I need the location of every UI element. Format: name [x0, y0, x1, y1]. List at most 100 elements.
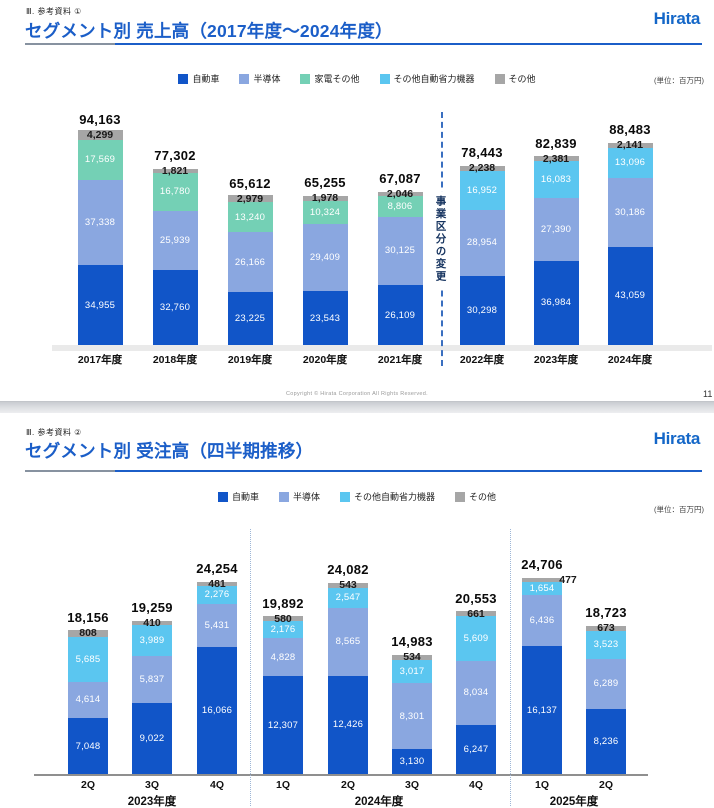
other-segment-value-label: 4,299 — [86, 128, 114, 141]
bar-segment: 30,125 — [377, 216, 423, 286]
segment-value-label: 5,431 — [204, 619, 230, 631]
bar-segment: 4,614 — [68, 681, 108, 719]
bar-segment — [392, 655, 432, 660]
segment-value-label: 6,247 — [463, 743, 489, 755]
x-axis-label: 2024年度 — [607, 354, 653, 366]
bar-segment: 13,240 — [227, 202, 273, 233]
legend-color-chip — [178, 73, 189, 84]
legend-color-chip — [455, 491, 466, 502]
segment-value-label: 13,096 — [614, 157, 646, 169]
x-axis-label: 2Q — [598, 779, 613, 791]
segment-value-label: 4,614 — [75, 694, 101, 706]
stacked-bar: 16,780 25,939 32,760 — [152, 168, 198, 345]
x-axis-label: 2017年度 — [77, 354, 123, 366]
bar-segment: 30,186 — [607, 177, 653, 247]
x-axis-label: 2Q — [80, 779, 95, 791]
segment-value-label: 30,298 — [466, 304, 498, 316]
slide-orders-by-segment: Ⅲ. 参考資料 ② セグメント別 受注高（四半期推移） Hirata 自動車 半導… — [0, 413, 714, 808]
bar-total-label: 94,163 — [79, 111, 121, 127]
slide1-eyebrow: Ⅲ. 参考資料 ① — [26, 7, 82, 16]
legend-item: 半導体 — [278, 490, 320, 503]
segment-value-label: 5,837 — [139, 673, 165, 685]
hirata-logo: Hirata — [653, 429, 701, 448]
bar-segment — [68, 630, 108, 637]
bar-segment: 1,654 — [522, 582, 562, 596]
legend-item: その他自動省力機器 — [340, 490, 435, 503]
stacked-bar: 2,547 8,565 12,426 — [328, 583, 368, 774]
x-axis-line — [34, 774, 648, 776]
x-axis-label: 3Q — [144, 779, 159, 791]
segment-value-label: 29,409 — [309, 252, 341, 264]
bar-segment: 17,569 — [77, 139, 123, 180]
bar-segment — [77, 130, 123, 140]
bar-total-label: 18,723 — [585, 605, 627, 621]
x-axis-label: 4Q — [209, 779, 224, 791]
stacked-bar: 17,569 37,338 34,955 — [77, 130, 123, 345]
segment-value-label: 8,806 — [387, 201, 413, 213]
bar-segment: 5,609 — [456, 616, 496, 661]
segment-value-label: 25,939 — [159, 235, 191, 247]
segment-value-label: 3,523 — [593, 639, 619, 651]
slide-sales-by-segment: Ⅲ. 参考資料 ① セグメント別 売上高（2017年度～2024年度） Hira… — [0, 0, 714, 401]
segment-value-label: 2,176 — [270, 624, 296, 636]
segment-value-label: 3,989 — [139, 634, 165, 646]
other-segment-value-label: 808 — [79, 627, 97, 640]
bar-segment: 23,543 — [302, 291, 348, 345]
segment-value-label: 9,022 — [139, 732, 165, 744]
group-divider — [250, 529, 251, 806]
legend-color-chip — [379, 73, 390, 84]
x-axis-label: 2020年度 — [302, 354, 348, 366]
legend-color-chip — [300, 73, 311, 84]
bar-segment: 25,939 — [152, 210, 198, 271]
legend-item: その他 — [494, 72, 536, 85]
bar-total-label: 24,706 — [521, 557, 563, 573]
title-underline — [25, 43, 702, 45]
segment-value-label: 2,276 — [204, 589, 230, 601]
bar-segment: 6,436 — [522, 595, 562, 647]
stacked-bar: 1,654 6,436 16,137 — [522, 578, 562, 774]
other-segment-value-label: 2,238 — [468, 162, 496, 175]
bar-segment: 5,431 — [197, 603, 237, 647]
segment-value-label: 10,324 — [309, 206, 341, 218]
bar-segment: 5,837 — [132, 656, 172, 703]
slide2-eyebrow: Ⅲ. 参考資料 ② — [26, 428, 82, 437]
segment-value-label: 1,654 — [529, 583, 555, 595]
other-segment-value-label: 477 — [559, 574, 577, 587]
legend-color-chip — [217, 491, 228, 502]
segment-value-label: 5,685 — [75, 653, 101, 665]
stacked-bar: 16,083 27,390 36,984 — [533, 155, 579, 345]
bar-segment: 2,176 — [263, 621, 303, 639]
chart1-unit-label: (単位：百万円) — [654, 76, 704, 85]
x-axis-label: 2018年度 — [152, 354, 198, 366]
segment-value-label: 12,307 — [267, 719, 299, 731]
bar-segment: 3,130 — [392, 749, 432, 774]
bar-segment: 8,301 — [392, 683, 432, 750]
bar-segment: 2,276 — [197, 585, 237, 604]
chart2-legend: 自動車 半導体 その他自動省力機器 その他 — [0, 490, 714, 503]
bar-segment: 26,166 — [227, 232, 273, 292]
stacked-bar: 13,096 30,186 43,059 — [607, 142, 653, 345]
other-segment-value-label: 661 — [467, 607, 485, 620]
bar-total-label: 14,983 — [391, 634, 433, 650]
bar-segment: 13,096 — [607, 147, 653, 178]
bar-segment: 8,034 — [456, 660, 496, 725]
hirata-logo: Hirata — [653, 9, 701, 28]
segment-value-label: 34,955 — [84, 299, 116, 311]
bar-segment: 36,984 — [533, 260, 579, 345]
legend-label: その他 — [469, 492, 497, 502]
copyright-footer: Copyright © Hirata Corporation All Right… — [286, 391, 428, 397]
segment-value-label: 8,236 — [593, 735, 619, 747]
segment-value-label: 3,130 — [399, 756, 425, 768]
x-axis-group-label: 2024年度 — [354, 796, 404, 808]
stacked-bar: 10,324 29,409 23,543 — [302, 196, 348, 345]
bar-total-label: 65,612 — [229, 175, 271, 191]
segment-value-label: 3,017 — [399, 665, 425, 677]
x-axis-label: 2019年度 — [227, 354, 273, 366]
bar-segment: 16,952 — [459, 171, 505, 210]
x-axis-label: 1Q — [534, 779, 549, 791]
bar-segment: 28,954 — [459, 209, 505, 276]
bar-segment — [302, 196, 348, 201]
x-axis-label: 2021年度 — [377, 354, 423, 366]
other-segment-value-label: 1,978 — [311, 192, 339, 205]
